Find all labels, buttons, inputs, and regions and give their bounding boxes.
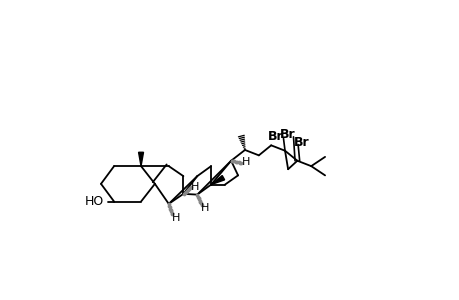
Text: H: H xyxy=(241,157,249,166)
Text: Br: Br xyxy=(293,136,309,149)
Text: H: H xyxy=(200,203,209,214)
Polygon shape xyxy=(211,176,224,184)
Text: H: H xyxy=(190,182,199,192)
Text: Br: Br xyxy=(268,130,283,142)
Text: HO: HO xyxy=(84,195,103,208)
Text: H: H xyxy=(171,213,179,223)
Polygon shape xyxy=(138,152,143,166)
Text: Br: Br xyxy=(279,128,295,141)
